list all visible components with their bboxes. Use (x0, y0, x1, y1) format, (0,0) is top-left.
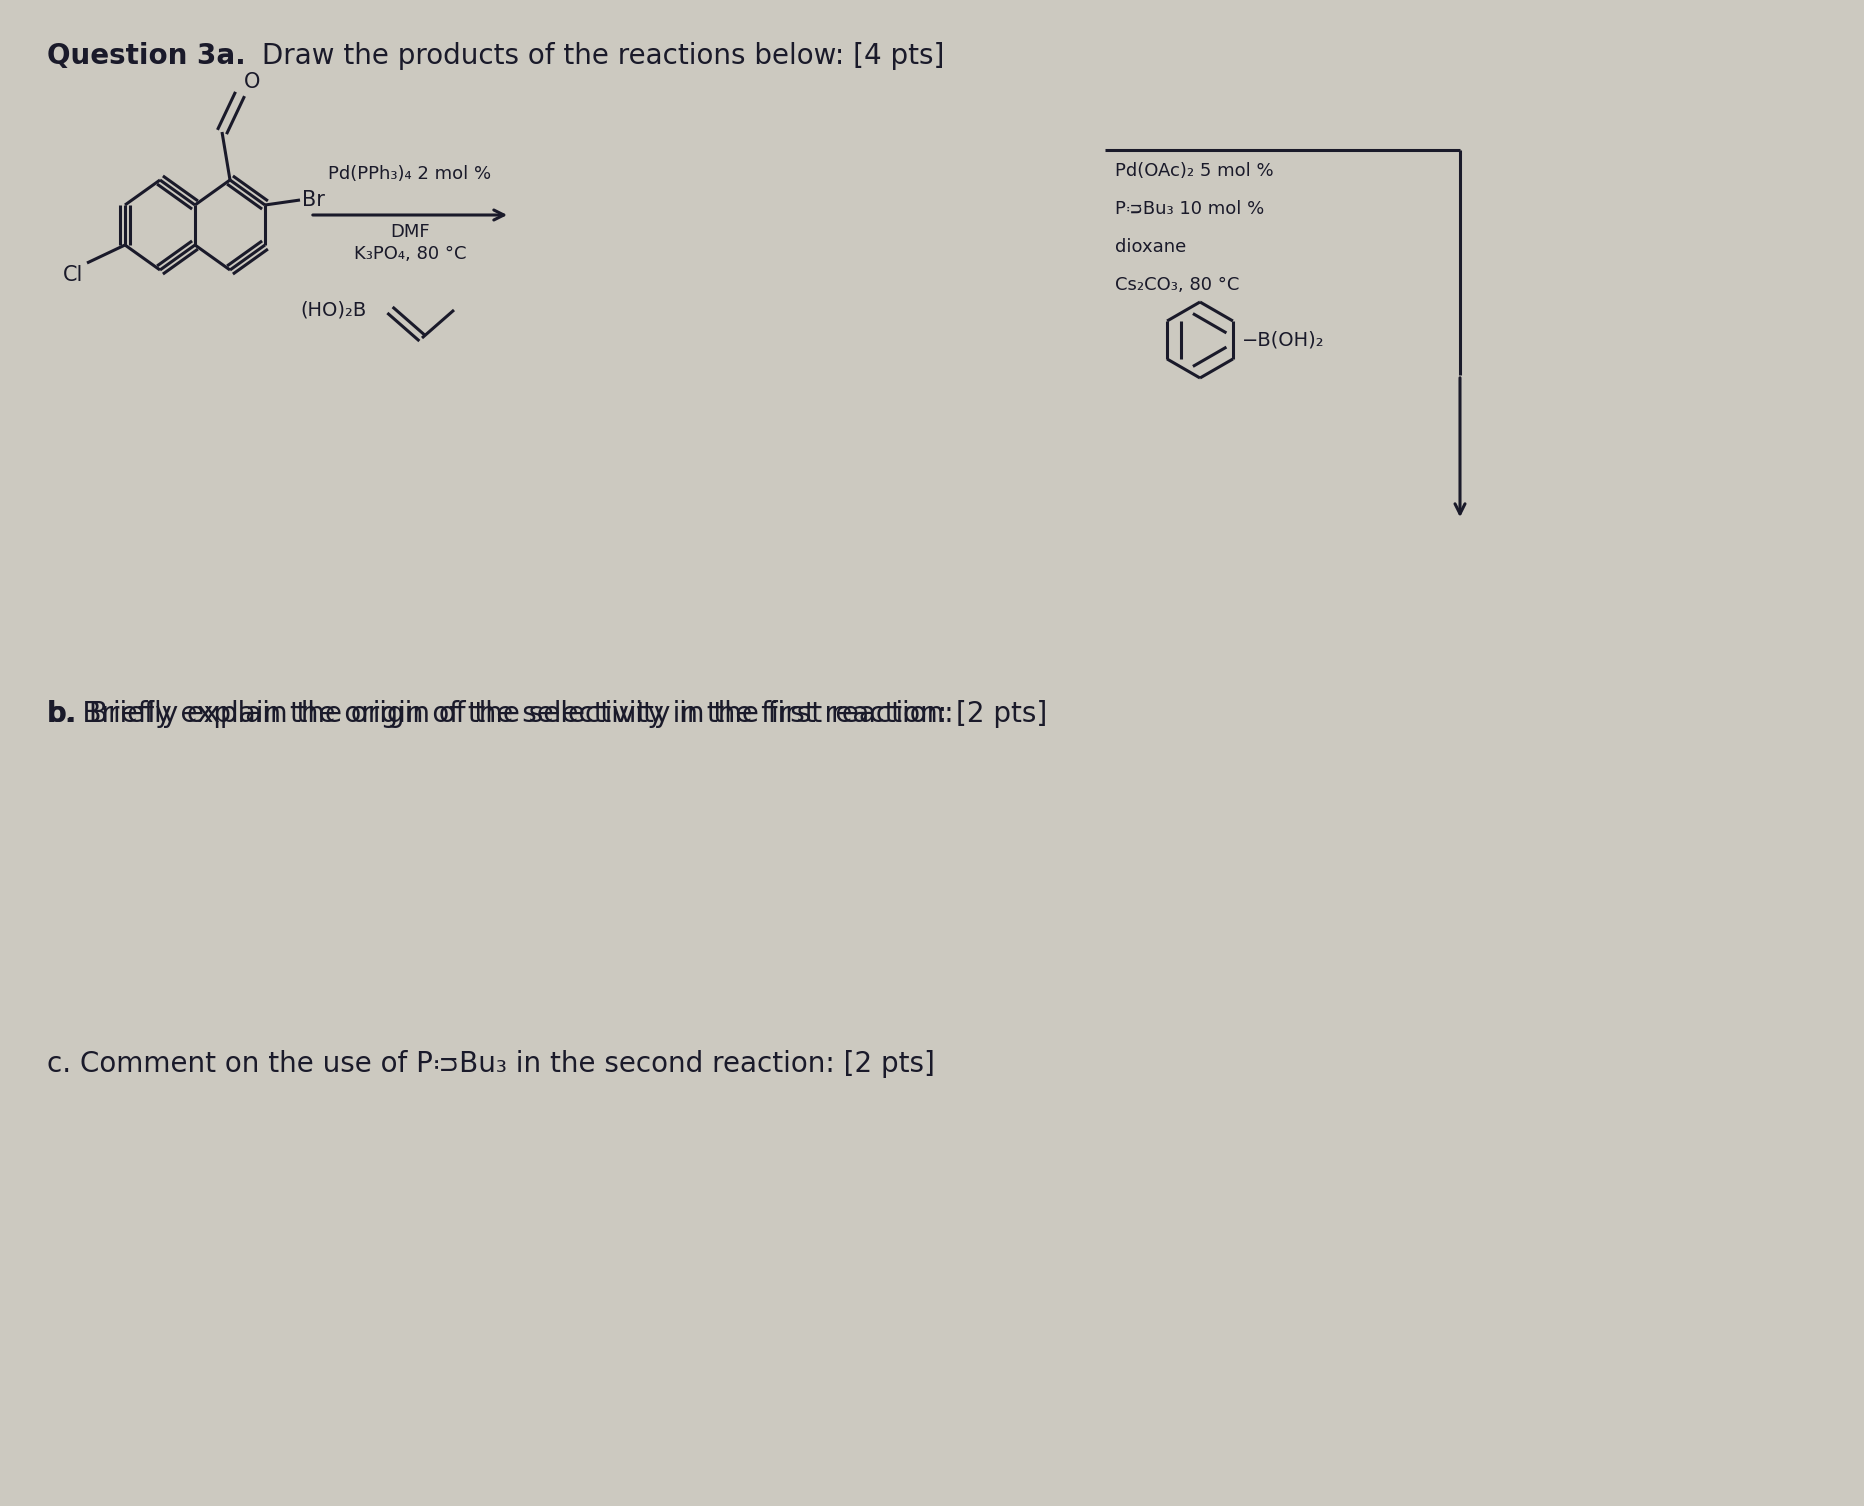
Text: Cs₂CO₃, 80 °C: Cs₂CO₃, 80 °C (1115, 276, 1240, 294)
Text: Question 3a.: Question 3a. (47, 42, 246, 69)
Text: dioxane: dioxane (1115, 238, 1186, 256)
Text: K₃PO₄, 80 °C: K₃PO₄, 80 °C (354, 245, 466, 264)
Text: b. Briefly explain the origin of the selectivity in the first reaction: [2 pts]: b. Briefly explain the origin of the sel… (47, 700, 1048, 727)
Text: Pd(OAc)₂ 5 mol %: Pd(OAc)₂ 5 mol % (1115, 163, 1273, 181)
Text: c. Comment on the use of PᴞBu₃ in the second reaction: [2 pts]: c. Comment on the use of PᴞBu₃ in the se… (47, 1050, 934, 1078)
Text: b.: b. (47, 700, 78, 727)
Text: Draw the products of the reactions below: [4 pts]: Draw the products of the reactions below… (254, 42, 943, 69)
Text: Br: Br (302, 190, 324, 209)
Text: O: O (244, 72, 261, 92)
Text: (HO)₂B: (HO)₂B (300, 301, 365, 319)
Text: DMF: DMF (390, 223, 429, 241)
Text: Briefly explain the origin of the selectivity in the first reaction:: Briefly explain the origin of the select… (80, 700, 962, 727)
Text: −B(OH)₂: −B(OH)₂ (1241, 330, 1323, 349)
Text: PᴞBu₃ 10 mol %: PᴞBu₃ 10 mol % (1115, 200, 1264, 218)
Text: Cl: Cl (63, 265, 84, 285)
Text: Pd(PPh₃)₄ 2 mol %: Pd(PPh₃)₄ 2 mol % (328, 166, 492, 184)
